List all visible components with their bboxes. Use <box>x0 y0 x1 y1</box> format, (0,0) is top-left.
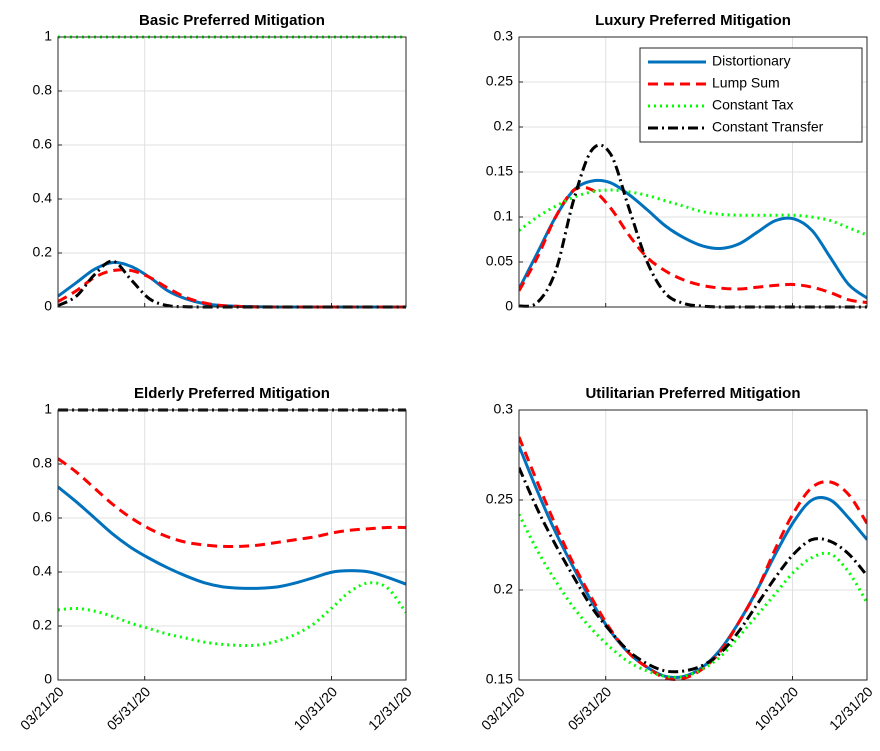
y-tick-label: 0.2 <box>494 118 514 134</box>
y-tick-label: 0.6 <box>33 136 53 152</box>
x-tick-label: 10/31/20 <box>290 683 340 733</box>
y-tick-label: 1 <box>44 28 52 44</box>
axes-box <box>57 36 407 308</box>
x-tick-label: 12/31/20 <box>365 683 415 733</box>
x-tick-label: 05/31/20 <box>104 683 154 733</box>
y-tick-label: 0.2 <box>33 244 53 260</box>
legend-label: Distortionary <box>712 53 791 69</box>
chart-title: Utilitarian Preferred Mitigation <box>585 385 800 402</box>
y-tick-label: 0 <box>44 671 52 687</box>
y-tick-label: 0.05 <box>486 253 513 269</box>
plot-area <box>519 410 867 680</box>
series-line <box>519 466 867 674</box>
legend-box <box>639 47 863 143</box>
x-tick-label: 12/31/20 <box>826 683 876 733</box>
series-line <box>58 581 406 648</box>
series-line <box>58 485 406 590</box>
legend-label: Constant Transfer <box>712 119 824 135</box>
y-tick-label: 0.3 <box>494 28 514 44</box>
y-tick-label: 0.8 <box>33 455 53 471</box>
y-tick-label: 0.25 <box>486 491 513 507</box>
x-tick-label: 03/21/20 <box>17 683 67 733</box>
y-tick-label: 0 <box>44 298 52 314</box>
y-tick-label: 0.15 <box>486 671 513 687</box>
y-tick-label: 0.4 <box>33 190 53 206</box>
y-tick-label: 0.15 <box>486 163 513 179</box>
x-tick-label: 03/21/20 <box>478 683 528 733</box>
y-tick-label: 0.1 <box>494 208 514 224</box>
x-tick-label: 10/31/20 <box>751 683 801 733</box>
chart-title: Basic Preferred Mitigation <box>139 12 325 29</box>
axes-box <box>518 36 868 308</box>
axes-box <box>518 409 868 681</box>
y-tick-label: 0.8 <box>33 82 53 98</box>
axes-box <box>57 409 407 681</box>
y-tick-label: 0.3 <box>494 401 514 417</box>
series-line <box>58 457 406 549</box>
x-tick-label: 05/31/20 <box>565 683 615 733</box>
chart-title: Luxury Preferred Mitigation <box>595 12 791 29</box>
y-tick-label: 0.25 <box>486 73 513 89</box>
y-tick-label: 0.2 <box>494 581 514 597</box>
plot-area <box>58 37 406 307</box>
series-line <box>519 188 867 237</box>
chart-title: Elderly Preferred Mitigation <box>134 385 330 402</box>
y-tick-label: 0.2 <box>33 617 53 633</box>
legend-label: Lump Sum <box>712 75 780 91</box>
y-tick-label: 1 <box>44 401 52 417</box>
series-line <box>519 513 867 679</box>
y-tick-label: 0.4 <box>33 563 53 579</box>
y-tick-label: 0 <box>505 298 513 314</box>
y-tick-label: 0.6 <box>33 509 53 525</box>
plot-area <box>58 410 406 680</box>
legend-label: Constant Tax <box>712 97 793 113</box>
